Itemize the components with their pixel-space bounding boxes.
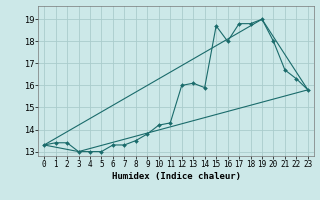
X-axis label: Humidex (Indice chaleur): Humidex (Indice chaleur) xyxy=(111,172,241,181)
